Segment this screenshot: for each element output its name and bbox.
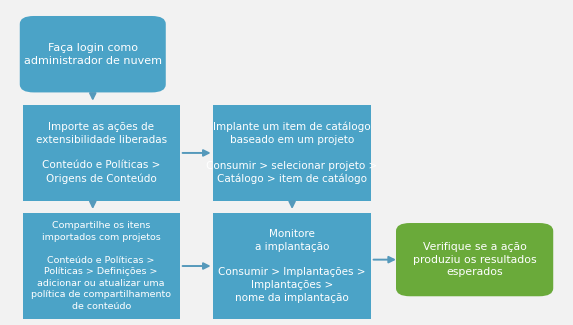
- Text: Compartilhe os itens
importados com projetos

Conteúdo e Políticas >
Políticas >: Compartilhe os itens importados com proj…: [31, 221, 171, 311]
- Text: Verifique se a ação
produziu os resultados
esperados: Verifique se a ação produziu os resultad…: [413, 242, 536, 278]
- Text: Implante um item de catálogo
baseado em um projeto

Consumir > selecionar projet: Implante um item de catálogo baseado em …: [206, 122, 378, 184]
- FancyBboxPatch shape: [396, 223, 554, 296]
- FancyBboxPatch shape: [22, 214, 180, 318]
- Text: Monitore
a implantação

Consumir > Implantações >
Implantações >
nome da implant: Monitore a implantação Consumir > Implan…: [218, 229, 366, 303]
- FancyBboxPatch shape: [19, 16, 166, 92]
- FancyBboxPatch shape: [22, 105, 180, 201]
- Text: Faça login como
administrador de nuvem: Faça login como administrador de nuvem: [23, 43, 162, 66]
- Text: Importe as ações de
extensibilidade liberadas

Conteúdo e Políticas >
Origens de: Importe as ações de extensibilidade libe…: [36, 122, 167, 184]
- FancyBboxPatch shape: [214, 105, 371, 201]
- FancyBboxPatch shape: [214, 214, 371, 318]
